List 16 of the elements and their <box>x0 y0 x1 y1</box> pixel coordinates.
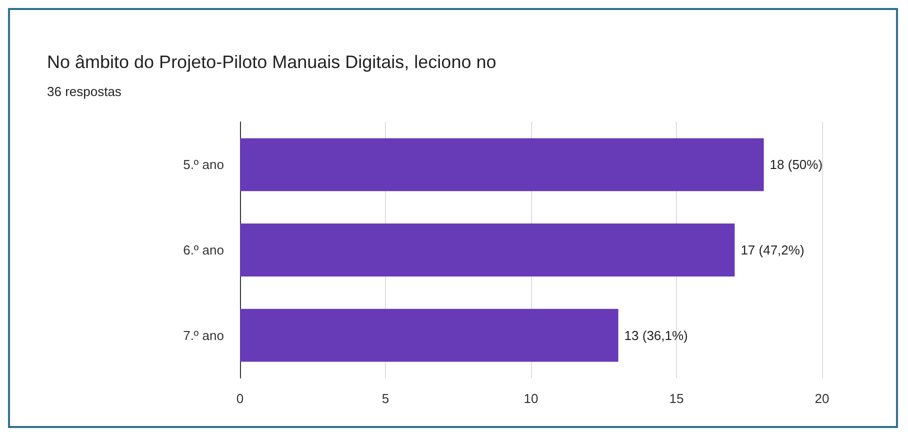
x-tick-label: 5 <box>382 391 390 406</box>
data-label: 17 (47,2%) <box>740 242 804 258</box>
bar <box>240 308 618 362</box>
bar <box>240 224 735 276</box>
y-tick-label: 7.º ano <box>183 328 224 343</box>
x-tick-label: 20 <box>814 391 830 406</box>
chart-title: No âmbito do Projeto-Piloto Manuais Digitais, leciono no <box>47 52 496 72</box>
text: 36 respostas <box>47 84 122 99</box>
x-tick-label: 0 <box>236 391 244 406</box>
x-tick-label: 15 <box>669 391 684 406</box>
y-tick-label: 6.º ano <box>183 242 224 258</box>
bar <box>240 138 764 192</box>
x-tick-label: 10 <box>524 391 538 406</box>
data-label: 18 (50%) <box>770 157 823 172</box>
data-label: 13 (36,1%) <box>624 328 688 343</box>
y-tick-label: 5.º ano <box>183 157 224 172</box>
